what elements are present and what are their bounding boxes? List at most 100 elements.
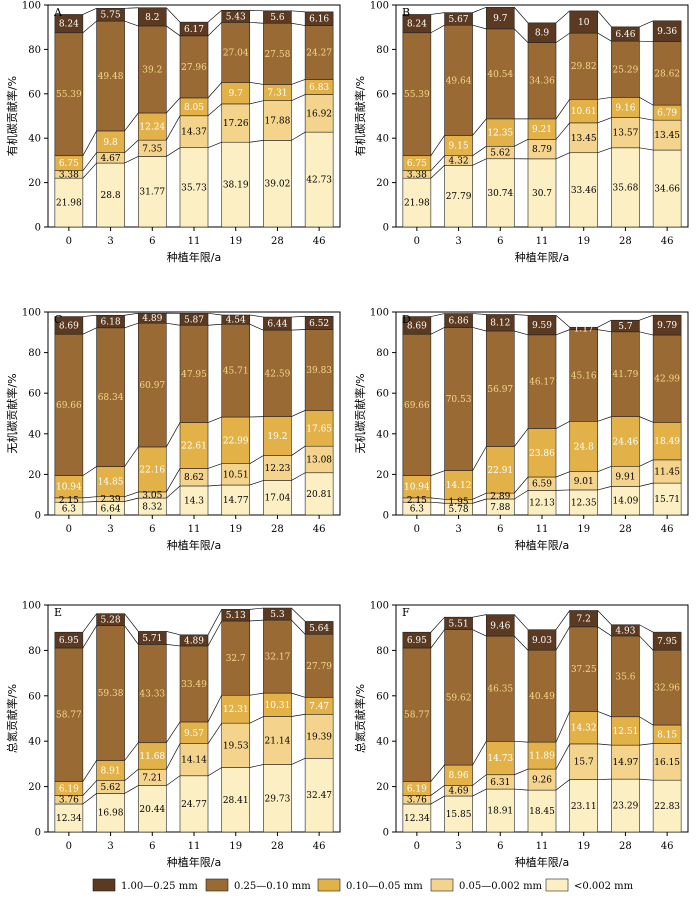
bar-segment bbox=[263, 607, 292, 621]
x-tick-label: 0 bbox=[66, 841, 72, 852]
data-label: 69.66 bbox=[404, 401, 430, 411]
connector-line bbox=[291, 131, 306, 141]
bar-segment bbox=[527, 789, 557, 833]
x-tick-label: 19 bbox=[577, 841, 590, 852]
connector-line bbox=[430, 785, 445, 796]
connector-line bbox=[639, 635, 654, 651]
x-tick-label: 0 bbox=[66, 236, 72, 247]
connector-line bbox=[597, 626, 612, 637]
panel-f: 12.34 3.76 6.19 58.77 6.95 15.85 4.69 8.96 59.62… bbox=[353, 601, 689, 869]
connector-line bbox=[207, 82, 222, 99]
connector-line bbox=[82, 501, 97, 503]
connector-line bbox=[82, 8, 97, 15]
data-label: 34.66 bbox=[654, 185, 680, 195]
connector-line bbox=[207, 620, 223, 647]
connector-line bbox=[291, 607, 306, 622]
bar-segment bbox=[221, 314, 251, 325]
connector-line bbox=[124, 742, 139, 761]
bar-segment bbox=[137, 7, 167, 27]
data-label: 7.35 bbox=[142, 144, 162, 154]
connector-line bbox=[472, 629, 487, 637]
y-tick-label: 60 bbox=[28, 89, 41, 100]
bar-segment bbox=[54, 333, 84, 476]
bar-segment bbox=[263, 764, 292, 833]
bar-segment bbox=[569, 489, 599, 516]
legend: 1.00—0.25 mm 0.25—0.10 mm 0.10—0.05 mm 0.05… bbox=[92, 878, 634, 892]
connector-line bbox=[82, 496, 97, 499]
data-label: 4.89 bbox=[142, 314, 162, 324]
bar-segment bbox=[652, 334, 682, 423]
connector-line bbox=[597, 743, 612, 746]
x-axis-title: 种植年限/a bbox=[515, 855, 569, 869]
data-label: 18.49 bbox=[654, 437, 680, 447]
legend-item: 0.05—0.002 mm bbox=[430, 878, 543, 892]
bar-segment bbox=[611, 117, 640, 149]
data-label: 11.89 bbox=[529, 752, 555, 762]
connector-line bbox=[291, 329, 306, 331]
x-tick-label: 6 bbox=[497, 841, 503, 852]
data-label: 5.28 bbox=[101, 616, 121, 626]
bar-segment bbox=[304, 713, 334, 759]
connector-line bbox=[166, 644, 181, 647]
data-label: 8.15 bbox=[657, 730, 677, 740]
y-tick-label: 40 bbox=[376, 134, 389, 145]
connector-line bbox=[555, 743, 571, 770]
connector-line bbox=[514, 7, 529, 24]
x-tick-label: 3 bbox=[107, 236, 113, 247]
x-tick-label: 19 bbox=[229, 236, 242, 247]
panel-letter: B bbox=[402, 6, 410, 19]
data-label: 6.52 bbox=[309, 319, 329, 329]
data-label: 1.95 bbox=[449, 497, 469, 507]
data-label: 14.12 bbox=[446, 481, 472, 491]
panel-d: 6.32.15 10.94 69.66 8.69 5.781.95 14.12 70.53 6… bbox=[353, 308, 689, 552]
connector-line bbox=[597, 96, 612, 100]
connector-line bbox=[291, 757, 306, 765]
connector-line bbox=[291, 22, 306, 26]
connector-line bbox=[82, 314, 97, 317]
data-label: 20.44 bbox=[139, 805, 165, 815]
connector-line bbox=[124, 491, 139, 497]
connector-line bbox=[165, 115, 181, 141]
connector-line bbox=[207, 463, 222, 469]
connector-line bbox=[124, 625, 139, 645]
bar-segment bbox=[263, 10, 292, 24]
data-label: 14.97 bbox=[613, 758, 639, 768]
data-label: 21.98 bbox=[404, 199, 430, 209]
panel-a: 21.98 3.386.75 55.39 8.24 28.8 4.67 9.8 49.48 5.… bbox=[5, 1, 341, 264]
connector-line bbox=[639, 416, 654, 423]
bar-segment bbox=[444, 616, 473, 630]
data-label: 22.91 bbox=[487, 466, 513, 476]
x-tick-label: 3 bbox=[107, 841, 113, 852]
connector-line bbox=[639, 482, 654, 487]
connector-line bbox=[291, 315, 306, 318]
legend-label: 0.10—0.05 mm bbox=[346, 881, 423, 892]
data-label: 9.91 bbox=[615, 472, 635, 482]
y-tick-label: 0 bbox=[35, 828, 41, 839]
data-label: 45.71 bbox=[223, 367, 249, 377]
data-label: 17.65 bbox=[306, 424, 332, 434]
data-label: 45.16 bbox=[571, 371, 597, 381]
data-label: 23.29 bbox=[613, 802, 639, 812]
bar-segment bbox=[652, 119, 682, 151]
bar-segment bbox=[54, 631, 84, 649]
data-label: 12.51 bbox=[613, 727, 639, 737]
x-axis-title: 种植年限/a bbox=[167, 855, 221, 869]
data-label: 39.83 bbox=[306, 366, 332, 376]
bar-segment bbox=[179, 21, 209, 37]
data-label: 35.68 bbox=[613, 183, 639, 193]
bar-segment bbox=[444, 12, 473, 26]
data-label: 6.95 bbox=[59, 636, 79, 646]
connector-line bbox=[472, 327, 487, 332]
connector-line bbox=[207, 22, 222, 37]
bar-segment bbox=[444, 327, 473, 471]
x-tick-label: 3 bbox=[455, 524, 461, 535]
connector-line bbox=[291, 713, 306, 717]
legend-label: 1.00—0.25 mm bbox=[121, 881, 198, 892]
bar-segment bbox=[652, 149, 682, 228]
connector-line bbox=[430, 764, 445, 782]
legend-label: 0.05—0.002 mm bbox=[459, 881, 543, 892]
y-tick-label: 40 bbox=[28, 737, 41, 748]
connector-line bbox=[82, 466, 97, 476]
connector-line bbox=[82, 780, 97, 796]
bar-segment bbox=[527, 315, 557, 336]
